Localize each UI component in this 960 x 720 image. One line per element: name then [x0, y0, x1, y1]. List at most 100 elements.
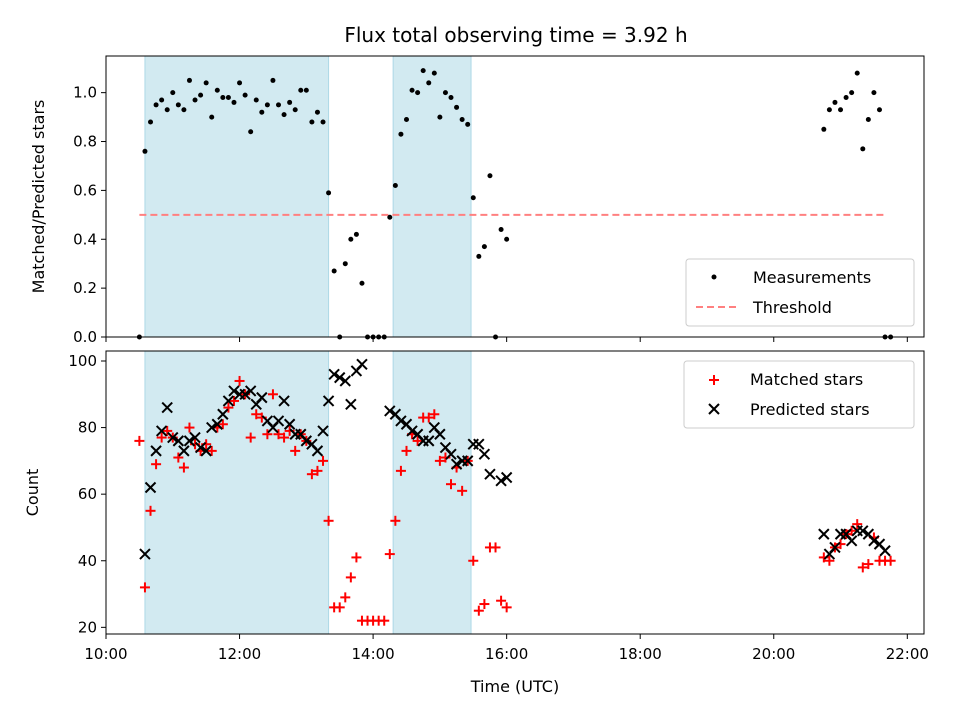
cross-stroke-b: [194, 441, 207, 454]
cross-stroke-b: [144, 481, 157, 494]
predicted-star-point: [339, 375, 351, 387]
matched-star-point: [228, 395, 239, 406]
matched-star-point: [434, 455, 445, 466]
predicted-star-point: [172, 435, 185, 447]
measurement-point: [843, 95, 849, 101]
matched-star-point: [151, 459, 162, 470]
predicted-star-point: [423, 435, 435, 447]
matched-star-point: [245, 432, 256, 443]
predicted-star-point: [228, 385, 240, 397]
predicted-star-point: [450, 458, 463, 470]
matched-star-point: [178, 462, 189, 473]
predicted-star-point: [345, 398, 357, 410]
matched-star-point: [290, 445, 301, 456]
legend-plus-marker: [709, 375, 719, 385]
predicted-star-point: [356, 358, 368, 371]
predicted-star-point: [311, 445, 324, 457]
matched-star-point: [395, 465, 406, 476]
cross-stroke-b: [356, 358, 368, 371]
measurement-point: [153, 102, 159, 108]
matched-star-point: [223, 402, 234, 413]
measurement-point: [860, 146, 866, 152]
matched-star-point: [145, 505, 156, 516]
measurement-point: [175, 102, 181, 108]
predicted-star-point: [167, 431, 179, 444]
x-tick-label: 12:00: [218, 645, 261, 663]
cross-stroke-b: [189, 431, 201, 444]
measurement-point: [309, 119, 315, 125]
cross-stroke-b: [879, 545, 891, 557]
matched-star-point: [184, 422, 195, 433]
legend-label-matched: Matched stars: [750, 370, 863, 389]
measurement-point: [209, 114, 215, 120]
matched-star-point: [156, 432, 167, 443]
legend-ratio: Measurements Threshold: [685, 258, 915, 327]
predicted-star-point: [328, 368, 340, 381]
matched-star-point: [251, 409, 262, 420]
legend-label-measurements: Measurements: [753, 268, 871, 287]
measurement-point: [142, 148, 148, 154]
predicted-star-point: [239, 388, 251, 400]
cross-stroke-b: [423, 435, 435, 447]
y-tick-label: 80: [78, 419, 97, 437]
y-axis-ratio: 0.0 0.2 0.4 0.6 0.8 1.0: [73, 84, 106, 346]
x-tick-label: 20:00: [752, 645, 795, 663]
predicted-star-point: [278, 395, 290, 407]
matched-star-point: [446, 479, 457, 490]
measurement-point: [437, 114, 443, 120]
cross-stroke-b: [261, 415, 274, 427]
predicted-star-point: [283, 418, 296, 430]
chart-title: Flux total observing time = 3.92 h: [344, 23, 687, 47]
matched-star-point: [279, 432, 290, 443]
predicted-star-point: [244, 385, 257, 397]
measurement-point: [170, 90, 176, 96]
cross-stroke-b: [840, 528, 852, 540]
predicted-star-point: [183, 435, 196, 447]
matched-star-point: [217, 419, 228, 430]
cross-stroke-b: [256, 391, 268, 404]
measurement-point: [431, 70, 437, 76]
ratio-panel-frame: [105, 55, 925, 338]
measurement-point: [398, 131, 404, 137]
measurement-point: [314, 109, 320, 115]
cross-stroke-b: [829, 541, 841, 554]
cross-stroke-b: [334, 371, 346, 384]
cross-stroke-b: [406, 425, 418, 437]
cross-stroke-b: [228, 385, 240, 397]
legend-count: Matched stars Predicted stars: [683, 360, 915, 429]
predicted-star-point: [818, 528, 830, 540]
predicted-star-point: [478, 448, 491, 460]
cross-stroke-b: [217, 408, 229, 420]
predicted-star-point: [300, 435, 313, 447]
observing-windows-top: [144, 55, 472, 338]
observing-windows-bottom: [144, 350, 472, 635]
measurement-point: [292, 107, 298, 113]
matched-star-point: [267, 389, 278, 400]
y-tick-label: 1.0: [73, 84, 97, 102]
cross-stroke-b: [708, 403, 720, 415]
legend-label-threshold: Threshold: [752, 298, 832, 317]
x-tick-label: 14:00: [351, 645, 394, 663]
measurement-point: [248, 129, 254, 135]
predicted-star-point: [150, 445, 162, 457]
cross-stroke-b: [450, 458, 463, 470]
matched-star-point: [379, 615, 390, 626]
predicted-star-points: [139, 358, 891, 560]
legend-marker-measurements: [711, 274, 717, 280]
predicted-star-point: [256, 391, 268, 404]
measurement-point: [849, 90, 855, 96]
matched-star-point: [390, 515, 401, 526]
x-tick-label: 22:00: [886, 645, 929, 663]
measurement-point: [331, 268, 337, 274]
cross-stroke-b: [439, 441, 452, 454]
y-axis-label-count: Count: [23, 469, 42, 517]
matched-star-point: [334, 602, 345, 613]
cross-stroke-b: [295, 428, 307, 440]
cross-stroke-b: [306, 438, 318, 450]
measurement-point: [270, 77, 276, 83]
measurement-point: [192, 97, 198, 103]
matched-star-point: [473, 605, 484, 616]
measurement-point: [259, 109, 265, 115]
cross-stroke-b: [244, 385, 257, 397]
